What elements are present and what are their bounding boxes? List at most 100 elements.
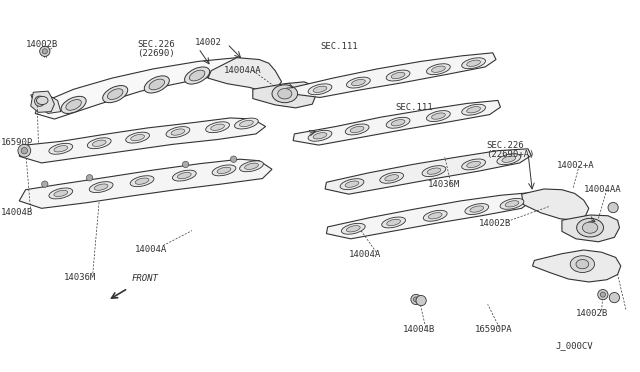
Ellipse shape	[350, 126, 364, 132]
Circle shape	[416, 295, 426, 306]
Ellipse shape	[497, 154, 521, 165]
Ellipse shape	[428, 213, 442, 219]
Polygon shape	[19, 159, 272, 208]
Ellipse shape	[346, 226, 360, 232]
Circle shape	[42, 181, 48, 187]
Ellipse shape	[426, 110, 451, 122]
Circle shape	[609, 292, 620, 303]
Circle shape	[42, 49, 47, 54]
Circle shape	[35, 96, 45, 106]
Circle shape	[182, 161, 189, 168]
Ellipse shape	[426, 64, 451, 75]
Text: 14004A: 14004A	[349, 250, 381, 259]
Circle shape	[86, 174, 93, 181]
Ellipse shape	[431, 113, 445, 119]
Text: 14002B: 14002B	[576, 309, 608, 318]
Ellipse shape	[278, 89, 292, 99]
Ellipse shape	[351, 80, 365, 86]
Text: FRONT: FRONT	[131, 275, 158, 283]
Circle shape	[600, 292, 605, 297]
Text: 14004A: 14004A	[134, 245, 166, 254]
Text: 14004AA: 14004AA	[584, 185, 621, 194]
Ellipse shape	[89, 182, 113, 193]
Ellipse shape	[212, 165, 236, 176]
Ellipse shape	[217, 167, 231, 173]
Ellipse shape	[102, 86, 128, 103]
Ellipse shape	[391, 73, 405, 78]
Ellipse shape	[211, 124, 225, 130]
Ellipse shape	[461, 159, 486, 170]
Circle shape	[608, 202, 618, 213]
Ellipse shape	[345, 124, 369, 135]
Polygon shape	[326, 193, 532, 239]
Ellipse shape	[461, 58, 486, 69]
Circle shape	[230, 156, 237, 163]
Text: (22690+A): (22690+A)	[486, 150, 535, 159]
Ellipse shape	[500, 198, 524, 209]
Ellipse shape	[131, 135, 145, 141]
Circle shape	[18, 144, 31, 157]
Ellipse shape	[427, 168, 441, 174]
Ellipse shape	[94, 184, 108, 190]
Ellipse shape	[387, 219, 401, 225]
Text: 14036M: 14036M	[64, 273, 96, 282]
Text: (22690): (22690)	[138, 49, 175, 58]
Text: 14002+A: 14002+A	[557, 161, 595, 170]
Ellipse shape	[467, 107, 481, 113]
Ellipse shape	[461, 104, 486, 115]
Polygon shape	[31, 91, 54, 112]
Ellipse shape	[239, 161, 264, 172]
Ellipse shape	[49, 143, 73, 154]
Text: J_000CV: J_000CV	[556, 341, 593, 350]
Polygon shape	[562, 215, 620, 242]
Polygon shape	[291, 53, 496, 97]
Ellipse shape	[345, 181, 359, 187]
Text: SEC.111: SEC.111	[320, 42, 358, 51]
Ellipse shape	[505, 201, 519, 207]
Ellipse shape	[108, 89, 123, 99]
Ellipse shape	[92, 140, 106, 146]
Ellipse shape	[171, 129, 185, 135]
Ellipse shape	[340, 179, 364, 190]
Ellipse shape	[184, 67, 210, 84]
Ellipse shape	[308, 130, 332, 141]
Ellipse shape	[465, 203, 489, 215]
Ellipse shape	[391, 120, 405, 126]
Polygon shape	[35, 58, 243, 119]
Polygon shape	[253, 82, 317, 108]
Ellipse shape	[341, 223, 365, 234]
Ellipse shape	[244, 163, 259, 169]
Text: SEC.111: SEC.111	[396, 103, 433, 112]
Ellipse shape	[313, 86, 327, 92]
Ellipse shape	[346, 77, 371, 88]
Polygon shape	[325, 149, 531, 194]
Ellipse shape	[49, 188, 73, 199]
Ellipse shape	[149, 79, 164, 90]
Circle shape	[598, 289, 608, 300]
Polygon shape	[208, 58, 282, 91]
Text: 16590P: 16590P	[1, 138, 33, 147]
Circle shape	[411, 294, 421, 305]
Ellipse shape	[36, 96, 48, 105]
Ellipse shape	[502, 156, 516, 162]
Ellipse shape	[54, 146, 68, 152]
Ellipse shape	[54, 190, 68, 196]
Ellipse shape	[576, 260, 589, 269]
Text: 16590PA: 16590PA	[475, 325, 513, 334]
Ellipse shape	[570, 256, 595, 272]
Ellipse shape	[130, 176, 154, 187]
Ellipse shape	[582, 222, 598, 233]
Ellipse shape	[470, 206, 484, 212]
Ellipse shape	[125, 132, 150, 143]
Circle shape	[413, 297, 419, 302]
Ellipse shape	[239, 121, 253, 126]
Ellipse shape	[577, 218, 604, 237]
Ellipse shape	[308, 84, 332, 95]
Ellipse shape	[172, 170, 196, 181]
Ellipse shape	[234, 118, 259, 129]
Text: SEC.226: SEC.226	[138, 40, 175, 49]
Circle shape	[21, 147, 28, 154]
Polygon shape	[31, 93, 61, 113]
Ellipse shape	[177, 173, 191, 179]
Polygon shape	[522, 189, 589, 220]
